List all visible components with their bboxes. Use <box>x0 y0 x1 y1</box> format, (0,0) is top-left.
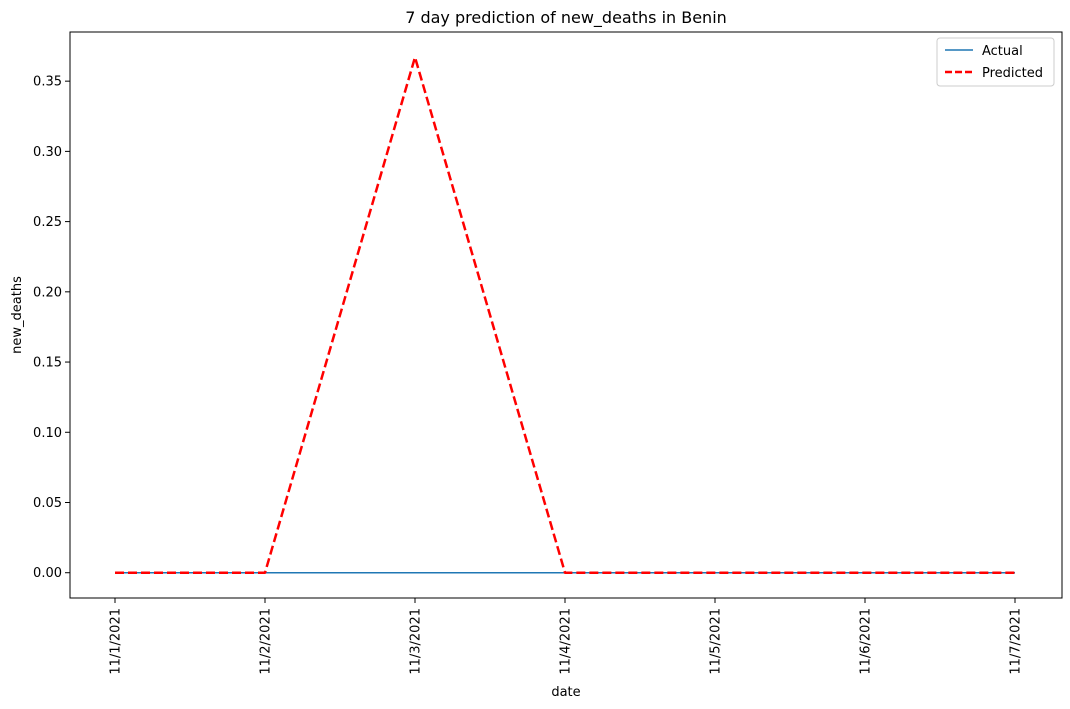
y-tick-label: 0.00 <box>33 566 62 581</box>
legend-label-actual: Actual <box>982 44 1023 59</box>
y-tick-label: 0.20 <box>33 285 62 300</box>
x-tick-label: 11/3/2021 <box>409 608 424 675</box>
x-tick-label: 11/4/2021 <box>559 608 574 675</box>
x-tick-label: 11/2/2021 <box>259 608 274 675</box>
x-tick-label: 11/5/2021 <box>709 608 724 675</box>
y-tick-label: 0.10 <box>33 426 62 441</box>
y-tick-label: 0.30 <box>33 145 62 160</box>
x-tick-label: 11/7/2021 <box>1009 608 1024 675</box>
plot-area <box>114 56 1016 574</box>
x-axis: 11/1/2021 11/2/2021 11/3/2021 11/4/2021 11/5… <box>109 598 1024 675</box>
y-tick-label: 0.05 <box>33 496 62 511</box>
y-tick-label: 0.25 <box>33 215 62 230</box>
plot-frame <box>69 31 1063 599</box>
y-tick-label: 0.15 <box>33 356 62 371</box>
y-tick-label: 0.35 <box>33 75 62 90</box>
x-tick-label: 11/1/2021 <box>109 608 124 675</box>
x-tick-label: 11/6/2021 <box>859 608 874 675</box>
chart-title: 7 day prediction of new_deaths in Benin <box>405 8 727 28</box>
legend-label-predicted: Predicted <box>982 66 1043 81</box>
legend: Actual Predicted <box>936 37 1055 87</box>
y-axis: 0.00 0.05 0.10 0.15 0.20 0.25 0.30 0.35 <box>33 75 70 581</box>
x-axis-label: date <box>551 685 580 700</box>
y-axis-label: new_deaths <box>10 276 25 354</box>
